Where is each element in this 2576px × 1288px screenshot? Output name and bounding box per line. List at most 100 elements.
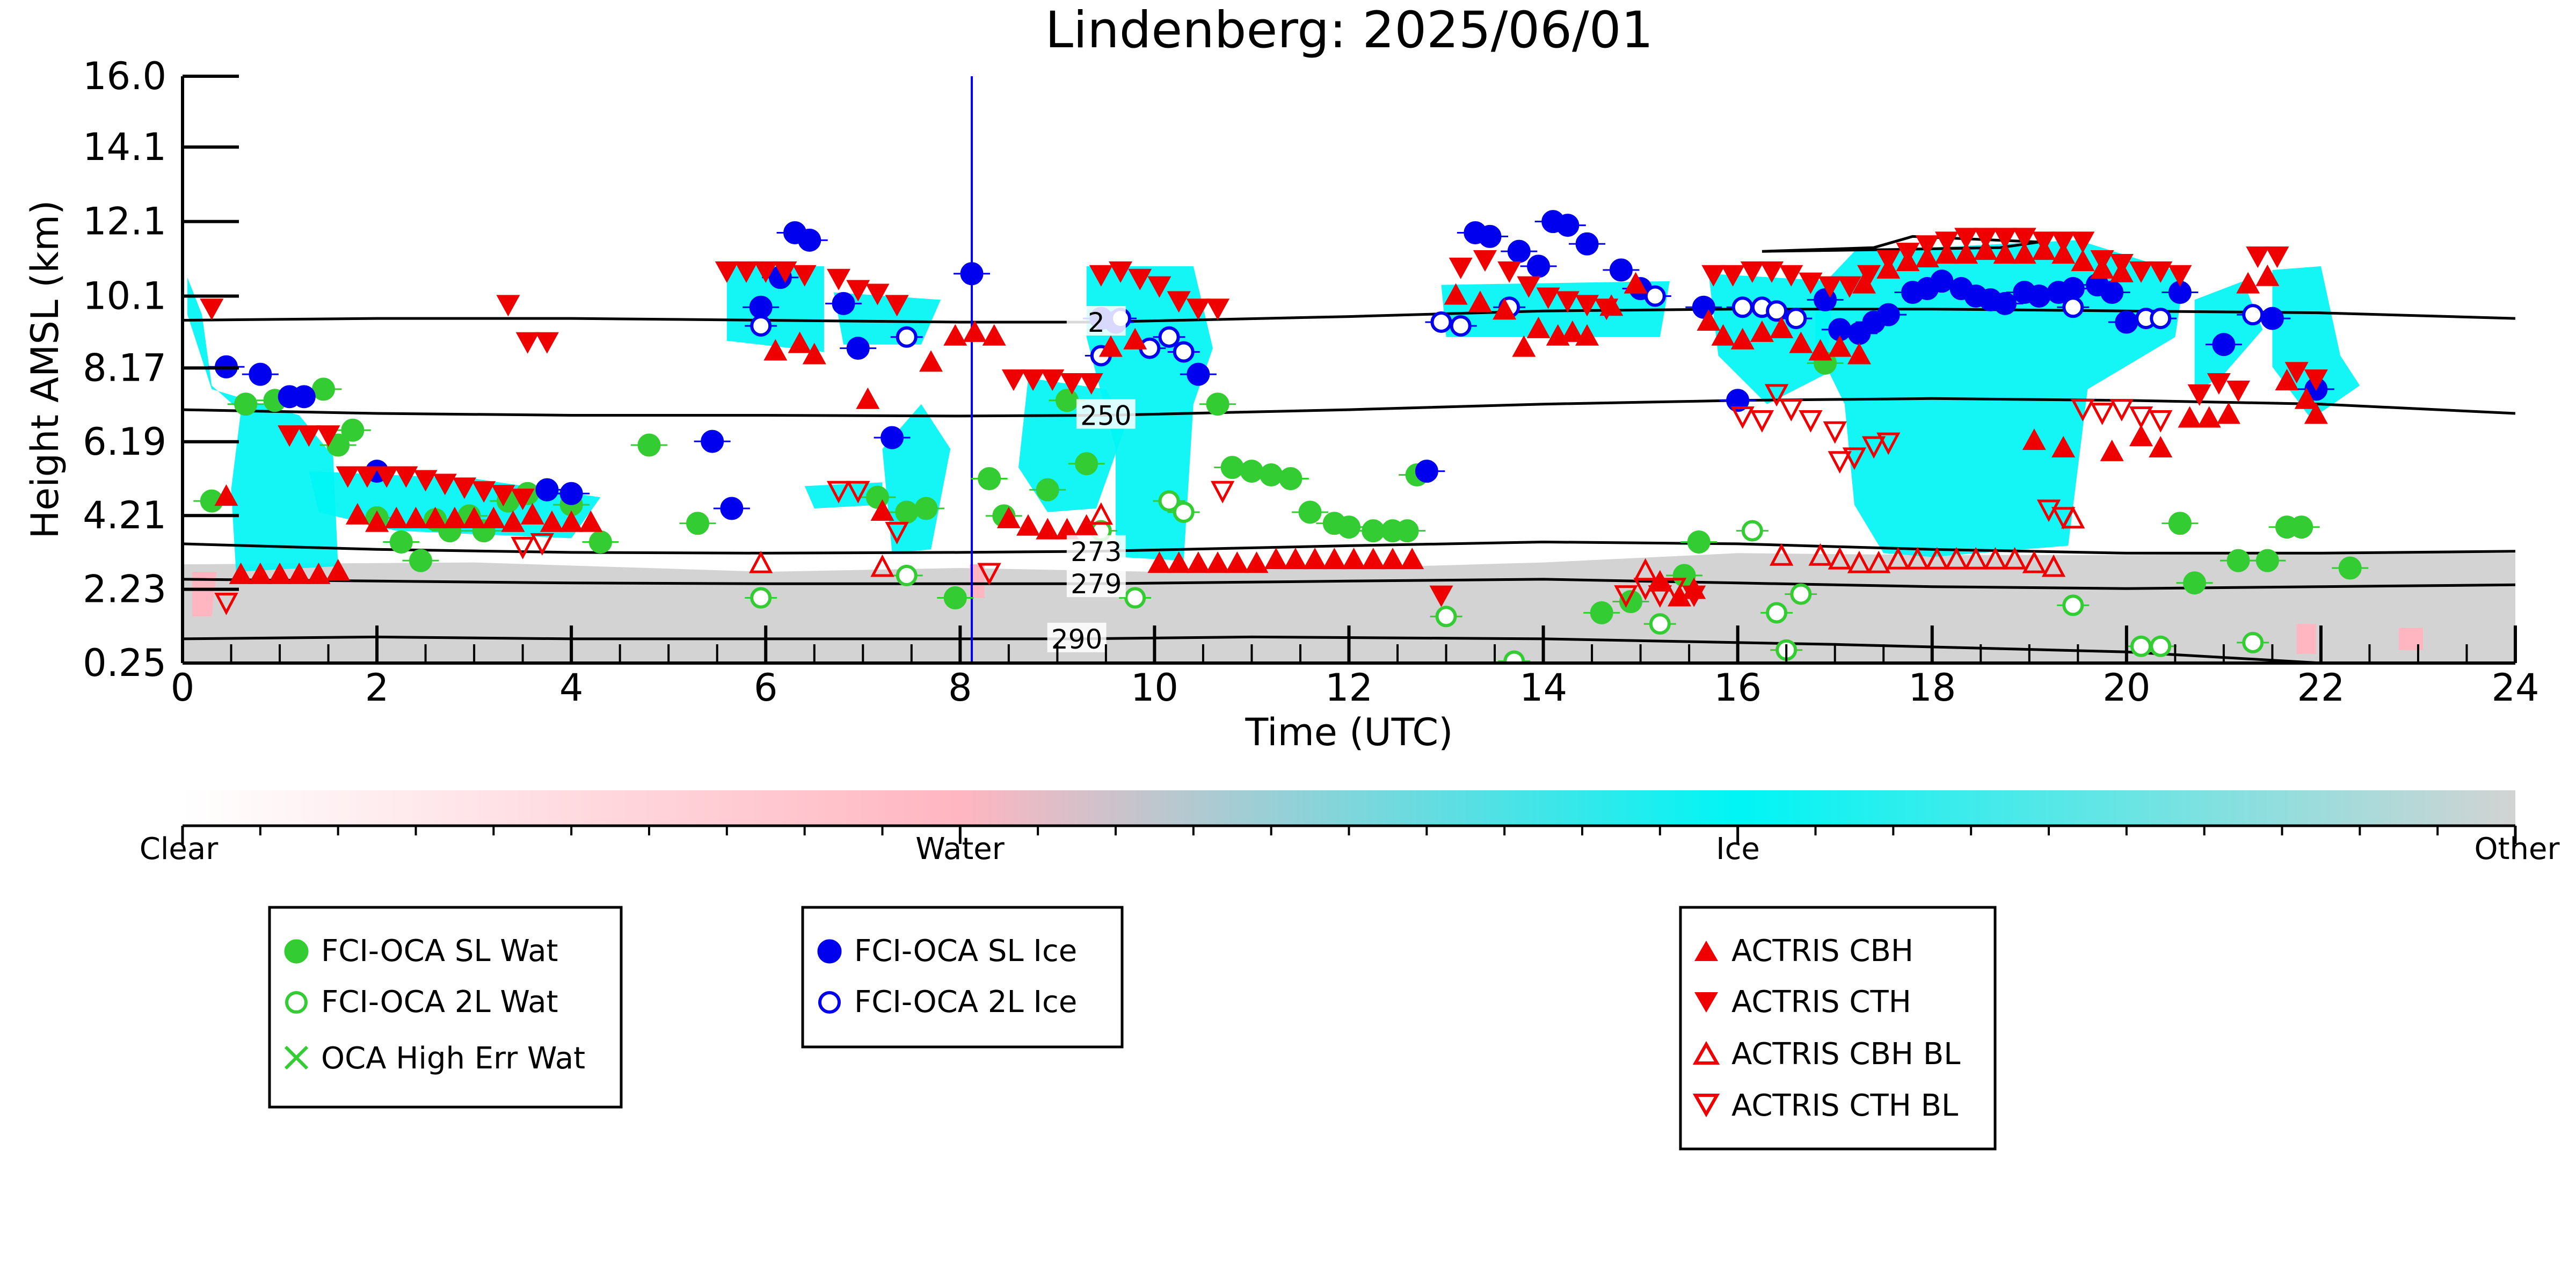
- actris-cbh-point-69: [1808, 339, 1832, 361]
- fci-oca-sl-ice-point-24: [1527, 254, 1551, 278]
- actris-cth-point-78: [2284, 362, 2309, 384]
- actris-cth-point-76: [2246, 246, 2270, 268]
- actris-cbh-point-57: [1575, 324, 1599, 346]
- actris-cbh-bl-point-10: [1925, 547, 1949, 570]
- fci-oca-2l-wat-point-15: [2150, 635, 2172, 657]
- actris-cbh-point-40: [1225, 551, 1249, 573]
- actris-cbh-point-97: [2294, 387, 2318, 409]
- actris-cbh-bl-point-14: [2003, 547, 2027, 570]
- fci-oca-sl-ice-point-52: [2212, 333, 2236, 356]
- contour-label-279: 279: [1071, 569, 1122, 600]
- actris-cth-point-17: [715, 261, 739, 283]
- actris-cth-bl-point-13: [1750, 410, 1774, 433]
- actris-cth-point-13: [453, 477, 477, 499]
- actris-cth-point-43: [1536, 287, 1560, 309]
- ice-region-0: [187, 277, 338, 572]
- actris-cbh-point-43: [1283, 548, 1307, 570]
- y-tick-label-6.19: 6.19: [83, 420, 166, 464]
- ice-region-7: [1441, 281, 1670, 337]
- chart-title: Lindenberg: 2025/06/01: [1045, 1, 1654, 60]
- legend-cth-marker: [1694, 992, 1718, 1013]
- fci-oca-sl-ice-point-53: [2260, 307, 2284, 330]
- colorbar: Clear Water Ice Other: [140, 790, 2560, 867]
- fci-oca-sl-wat-point-33: [1279, 467, 1302, 490]
- actris-cth-point-50: [1740, 261, 1764, 283]
- actris-cbh-point-5: [307, 562, 331, 584]
- actris-cth-point-27: [1021, 369, 1045, 391]
- actris-cbh-point-33: [1074, 514, 1098, 536]
- actris-cth-bl-point-6: [977, 563, 1001, 586]
- actris-cth-point-12: [433, 474, 457, 496]
- actris-cth-point-8: [355, 466, 379, 488]
- actris-cth-point-64: [2012, 228, 2036, 250]
- fci-oca-sl-ice-point-43: [1993, 292, 2017, 315]
- actris-cth-point-42: [1517, 276, 1541, 298]
- fci-oca-sl-ice-point-12: [798, 228, 821, 252]
- actris-cth-bl-point-26: [2109, 399, 2134, 421]
- actris-cth-point-59: [1915, 235, 1939, 257]
- actris-cth-bl-point-7: [1210, 481, 1235, 504]
- x-tick-label-16: 16: [1714, 666, 1762, 710]
- contour-label-2: 2: [1088, 307, 1105, 338]
- actris-cbh-point-9: [384, 506, 409, 528]
- fci-oca-2l-ice-point-18: [2242, 304, 2264, 326]
- actris-cbh-point-16: [520, 503, 544, 525]
- x-tick-label-0: 0: [171, 666, 195, 710]
- fci-oca-2l-ice-point-6: [1173, 341, 1195, 363]
- actris-cbh-bl-point-2: [1089, 502, 1113, 525]
- fci-oca-2l-wat-point-0: [750, 587, 772, 609]
- fci-oca-sl-wat-point-32: [1260, 463, 1283, 487]
- actris-cbh-point-7: [345, 503, 369, 525]
- actris-cth-point-65: [2032, 231, 2056, 253]
- legend-2l-wat-marker: [285, 991, 308, 1014]
- actris-cbh-point-72: [1852, 272, 1876, 294]
- fci-oca-2l-ice-point-0: [750, 315, 772, 337]
- actris-cth-point-20: [773, 261, 797, 283]
- actris-cth-point-61: [1954, 228, 1978, 250]
- fci-oca-sl-wat-point-7: [389, 530, 413, 554]
- colorbar-label-ice: Ice: [1716, 832, 1760, 867]
- actris-cbh-point-56: [1560, 320, 1584, 342]
- actris-cth-point-39: [1449, 257, 1473, 279]
- x-tick-label-8: 8: [948, 666, 972, 710]
- actris-cbh-point-94: [2236, 272, 2260, 294]
- axes: 0 2 4 6 8 10 12 14 16 18 20 22 240.252.234.216.198.1…: [83, 54, 2539, 710]
- legend-high-err-wat-marker: [284, 1045, 309, 1070]
- actris-cth-point-44: [1555, 291, 1580, 313]
- fci-oca-sl-wat-point-42: [1619, 590, 1643, 613]
- actris-cbh-point-51: [1468, 290, 1492, 312]
- actris-cth-point-72: [2168, 265, 2192, 287]
- fci-oca-2l-ice-point-7: [1430, 311, 1452, 333]
- actris-cth-bl-point-3: [826, 481, 851, 504]
- colorbar-gradient: [183, 790, 2515, 826]
- actris-cbh-bl-point-4: [1808, 543, 1832, 566]
- actris-cbh-point-87: [2051, 435, 2076, 457]
- actris-cth-point-35: [1167, 291, 1191, 313]
- actris-cth-point-58: [1896, 243, 1920, 265]
- actris-cth-point-37: [1206, 299, 1230, 321]
- x-tick-label-6: 6: [754, 666, 778, 710]
- x-tick-label-24: 24: [2491, 666, 2539, 710]
- actris-cth-point-28: [1040, 369, 1065, 391]
- actris-cth-bl-point-4: [846, 481, 870, 504]
- contour-line-273: [183, 540, 2515, 555]
- actris-cth-bl-point-14: [1764, 384, 1789, 407]
- legend-cth-label: ACTRIS CTH: [1731, 985, 1911, 1020]
- actris-cth-point-9: [375, 466, 399, 488]
- fci-oca-sl-wat-point-28: [1075, 452, 1098, 476]
- actris-cth-bl-point-16: [1799, 410, 1823, 433]
- fci-oca-2l-ice-point-5: [1158, 326, 1180, 348]
- actris-cbh-point-91: [2178, 406, 2202, 428]
- actris-cbh-bl-point-16: [2041, 554, 2066, 577]
- actris-cbh-point-83: [2071, 249, 2095, 271]
- water-region-3: [2398, 628, 2423, 650]
- actris-cbh-point-41: [1245, 551, 1269, 573]
- legend-sl-wat-marker: [284, 939, 309, 964]
- actris-cbh-point-35: [1123, 328, 1147, 350]
- fci-oca-2l-ice-point-11: [1731, 296, 1753, 318]
- contour-label-250: 250: [1080, 401, 1131, 432]
- actris-cbh-point-95: [2255, 264, 2280, 286]
- actris-cth-point-57: [1876, 250, 1901, 272]
- actris-cth-point-45: [1575, 295, 1599, 317]
